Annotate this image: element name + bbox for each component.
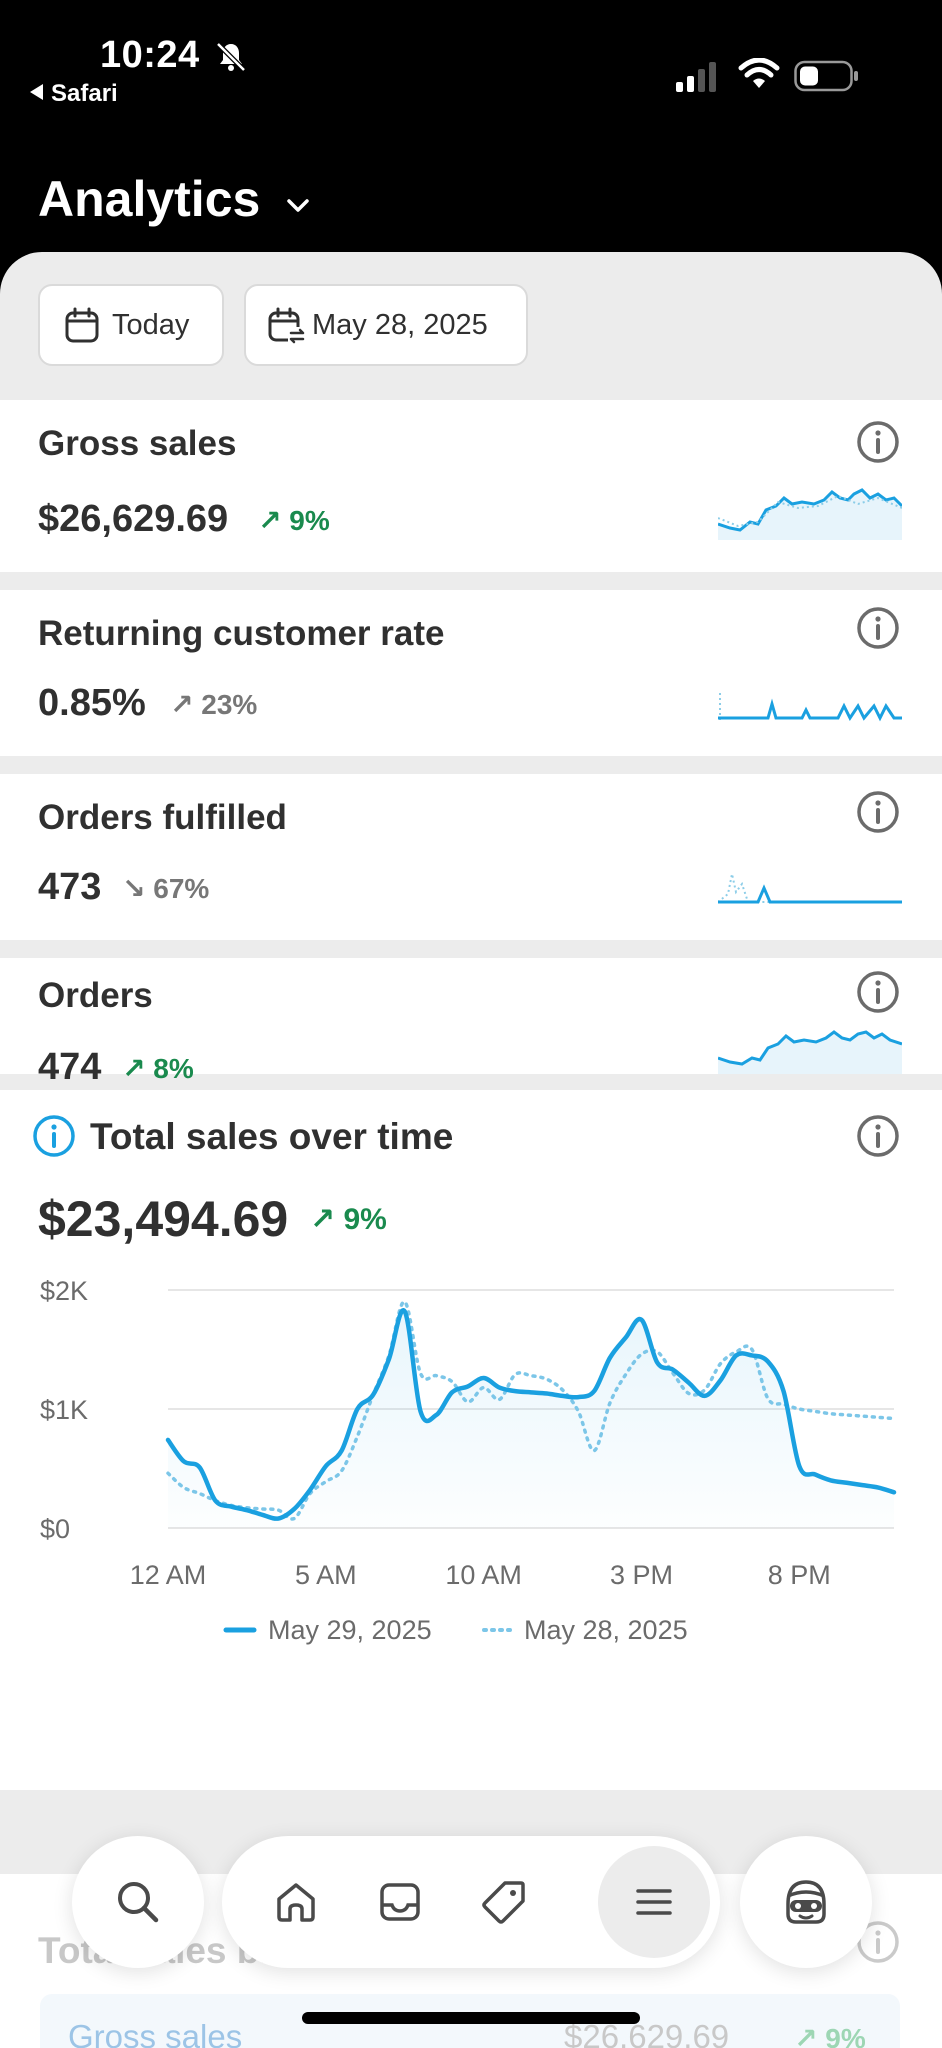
status-time: 10:24 xyxy=(100,34,200,76)
tab-orders[interactable] xyxy=(354,1856,446,1948)
wifi-icon xyxy=(738,58,780,88)
calendar-compare-icon xyxy=(268,307,306,345)
info-icon[interactable] xyxy=(856,606,900,650)
total-sales-delta: ↗ 9% xyxy=(310,1203,387,1236)
metric-card-returning-customer-rate[interactable]: Returning customer rate 0.85% ↗ 23% xyxy=(0,590,942,756)
trend-up-icon: ↗ xyxy=(258,505,282,536)
back-to-safari[interactable]: Safari xyxy=(30,80,118,108)
metric-delta: ↗ 8% xyxy=(122,1053,194,1084)
metric-title: Gross sales xyxy=(38,424,237,463)
info-icon[interactable] xyxy=(856,1920,900,1964)
inbox-icon xyxy=(380,1883,420,1921)
search-icon xyxy=(118,1882,159,1923)
info-icon[interactable] xyxy=(856,1114,900,1158)
assistant-button[interactable] xyxy=(740,1836,872,1968)
compare-date-button[interactable]: May 28, 2025 xyxy=(244,284,528,366)
y-tick-label: $1K xyxy=(40,1395,88,1425)
info-icon[interactable] xyxy=(856,420,900,464)
chevron-down-icon[interactable] xyxy=(284,192,312,220)
menu-icon xyxy=(636,1889,672,1915)
trend-up-icon: ↗ xyxy=(122,1053,146,1084)
chart-title: Total sales over time xyxy=(90,1116,454,1157)
sparkline-chart xyxy=(718,488,902,540)
back-arrow-icon xyxy=(30,84,43,100)
metric-delta: ↗ 9% xyxy=(258,505,330,536)
x-tick-label: 8 PM xyxy=(768,1560,831,1590)
metric-value: $26,629.69 xyxy=(38,498,229,540)
x-tick-label: 12 AM xyxy=(130,1560,207,1590)
cellular-signal-icon xyxy=(676,62,716,92)
page-title[interactable]: Analytics xyxy=(38,171,261,227)
x-tick-label: 3 PM xyxy=(610,1560,673,1590)
total-sales-card: Total sales over time $23,494.69 ↗ 9% $2… xyxy=(0,1090,942,1790)
metric-delta: ↗ 23% xyxy=(170,689,258,720)
legend-label-current: May 29, 2025 xyxy=(268,1615,432,1645)
legend-label-comparison: May 28, 2025 xyxy=(524,1615,688,1645)
total-sales-value: $23,494.69 xyxy=(38,1191,289,1247)
home-icon xyxy=(277,1883,315,1922)
search-button[interactable] xyxy=(72,1836,204,1968)
series-area xyxy=(168,1310,894,1528)
trend-down-icon: ↘ xyxy=(122,873,146,904)
tag-icon xyxy=(482,1881,525,1924)
compare-date-label: May 28, 2025 xyxy=(312,308,488,341)
metric-card-orders[interactable]: Orders 474 ↗ 8% xyxy=(0,958,942,1088)
tab-menu[interactable] xyxy=(598,1846,710,1958)
tab-home[interactable] xyxy=(250,1856,342,1948)
today-filter-label: Today xyxy=(112,308,190,341)
y-tick-label: $0 xyxy=(40,1514,70,1544)
metric-card-gross-sales[interactable]: Gross sales $26,629.69 ↗ 9% xyxy=(0,400,942,572)
sparkline-chart xyxy=(718,1030,902,1074)
metric-value: 473 xyxy=(38,866,102,908)
y-tick-label: $2K xyxy=(40,1276,88,1306)
metric-title: Orders fulfilled xyxy=(38,798,287,837)
info-filled-icon[interactable] xyxy=(32,1114,76,1158)
trend-up-icon: ↗ xyxy=(170,689,194,720)
metric-value: 474 xyxy=(38,1046,102,1088)
metric-title: Returning customer rate xyxy=(38,614,445,653)
analytics-sheet: Today May 28, 2025 Gross sales $26,629.6… xyxy=(0,252,942,2048)
bottom-tab-bar xyxy=(222,1836,720,1968)
sparkline-chart xyxy=(718,873,902,904)
status-bar: 10:24 Safari xyxy=(0,0,942,110)
x-tick-label: 10 AM xyxy=(445,1560,522,1590)
series-line-comparison xyxy=(166,1300,896,1521)
battery-icon xyxy=(794,60,858,92)
bell-muted-icon xyxy=(216,42,246,72)
metric-card-orders-fulfilled[interactable]: Orders fulfilled 473 ↘ 67% xyxy=(0,774,942,940)
tab-products[interactable] xyxy=(458,1856,550,1948)
home-indicator xyxy=(302,2012,640,2024)
today-filter-button[interactable]: Today xyxy=(38,284,224,366)
metric-value: 0.85% xyxy=(38,682,146,724)
assistant-avatar-icon xyxy=(786,1880,826,1924)
series-line-current xyxy=(165,1308,897,1521)
trend-up-icon: ↗ xyxy=(310,1203,336,1236)
info-icon[interactable] xyxy=(856,790,900,834)
calendar-icon xyxy=(65,307,99,343)
total-sales-line-chart[interactable]: $2K $1K $0 12 AM 5 AM 10 AM 3 PM 8 PM May 29, … xyxy=(0,1090,942,1790)
info-icon[interactable] xyxy=(856,970,900,1014)
breakdown-row-delta: ↗ 9% xyxy=(794,2023,866,2048)
sparkline-chart xyxy=(718,690,902,722)
metric-delta: ↘ 67% xyxy=(122,873,210,904)
breakdown-row-label: Gross sales xyxy=(68,2018,243,2048)
metric-title: Orders xyxy=(38,976,153,1015)
x-tick-label: 5 AM xyxy=(295,1560,357,1590)
